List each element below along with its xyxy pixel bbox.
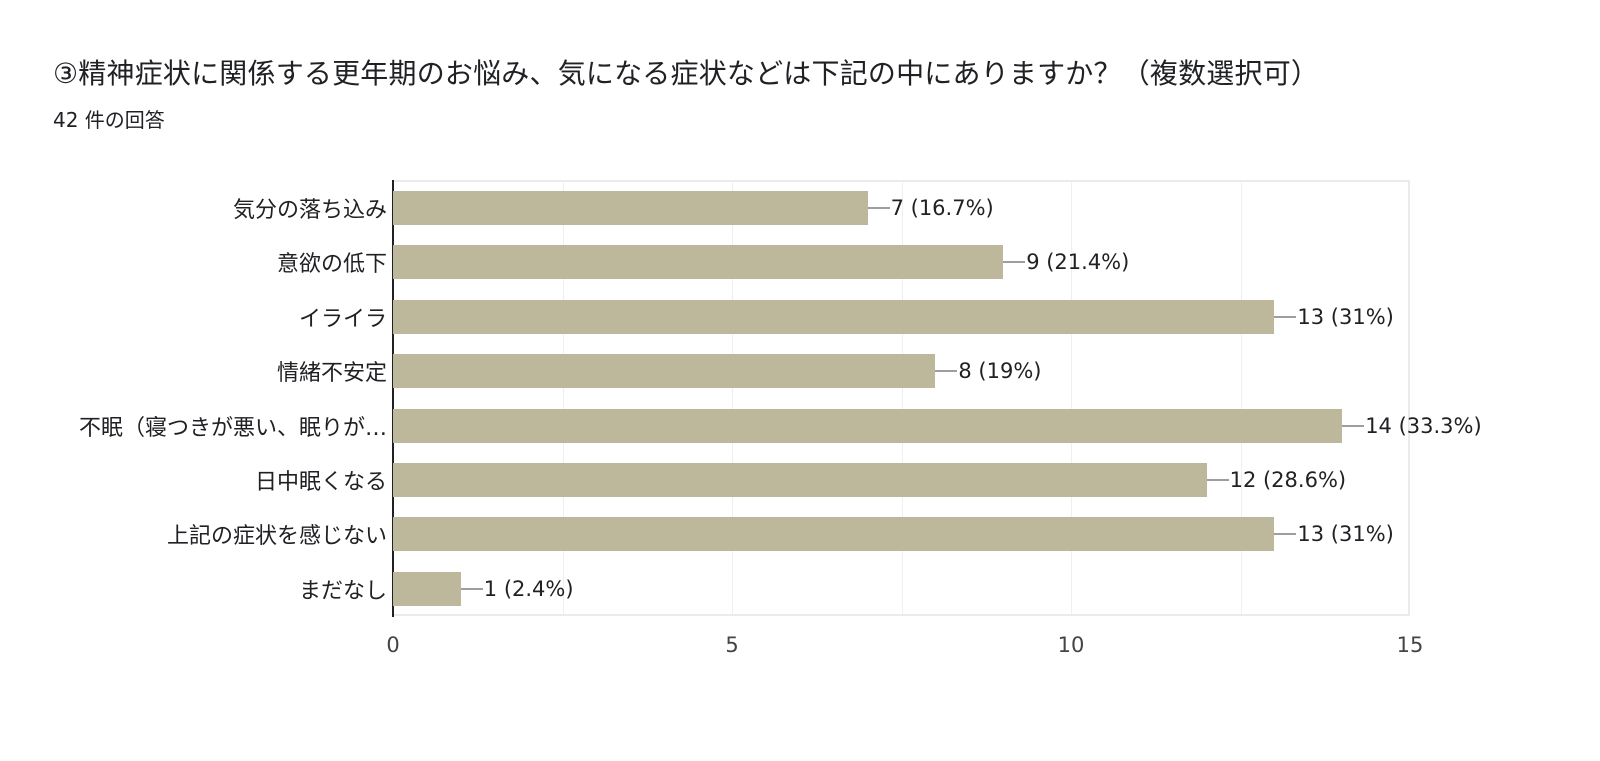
bar[interactable] [393, 463, 1207, 497]
data-label: 9 (21.4%) [1026, 250, 1130, 275]
plot-area [393, 180, 1410, 616]
data-label-leader [460, 587, 483, 590]
data-label: 14 (33.3%) [1365, 413, 1482, 438]
gridline [732, 182, 733, 614]
data-label: 13 (31%) [1297, 304, 1394, 329]
category-label: イライラ [298, 306, 387, 332]
gridline [901, 182, 903, 614]
category-label: まだなし [298, 578, 387, 604]
chart-title: ③精神症状に関係する更年期のお悩み、気になる症状などは下記の中にありますか？（複… [53, 57, 1320, 90]
data-label: 13 (31%) [1297, 522, 1394, 547]
category-label: 不眠（寝つきが悪い、眠りが… [78, 415, 387, 441]
category-label: 日中眠くなる [254, 470, 387, 495]
x-tick-label: 10 [1057, 633, 1085, 657]
data-label-leader [867, 207, 890, 209]
bar[interactable] [393, 354, 936, 389]
data-label-leader [1003, 261, 1026, 264]
data-label-leader [1342, 424, 1365, 427]
data-label: 8 (19%) [958, 359, 1042, 384]
data-label: 7 (16.7%) [890, 196, 994, 220]
bar[interactable] [393, 191, 868, 225]
gridline [562, 182, 564, 614]
data-label-leader [1206, 479, 1229, 481]
bar[interactable] [393, 299, 1275, 334]
category-label: 上記の症状を感じない [166, 524, 387, 550]
data-label: 1 (2.4%) [483, 576, 574, 601]
data-label-leader [935, 370, 958, 373]
bar[interactable] [393, 408, 1343, 443]
x-tick-label: 5 [725, 633, 739, 657]
bar[interactable] [393, 517, 1275, 552]
data-label-leader [1274, 533, 1297, 536]
bar[interactable] [393, 571, 461, 606]
bar[interactable] [393, 245, 1004, 280]
gridline [1240, 182, 1242, 614]
y-axis-line [392, 180, 394, 617]
gridline [1071, 182, 1072, 614]
data-label: 12 (28.6%) [1229, 468, 1347, 492]
category-label: 意欲の低下 [276, 252, 387, 278]
x-tick-label: 0 [386, 633, 400, 657]
category-label: 情緒不安定 [276, 361, 387, 387]
data-label-leader [1274, 315, 1297, 318]
x-tick-label: 15 [1396, 633, 1424, 657]
category-label: 気分の落ち込み [232, 198, 387, 223]
response-count: 42 件の回答 [53, 108, 165, 132]
